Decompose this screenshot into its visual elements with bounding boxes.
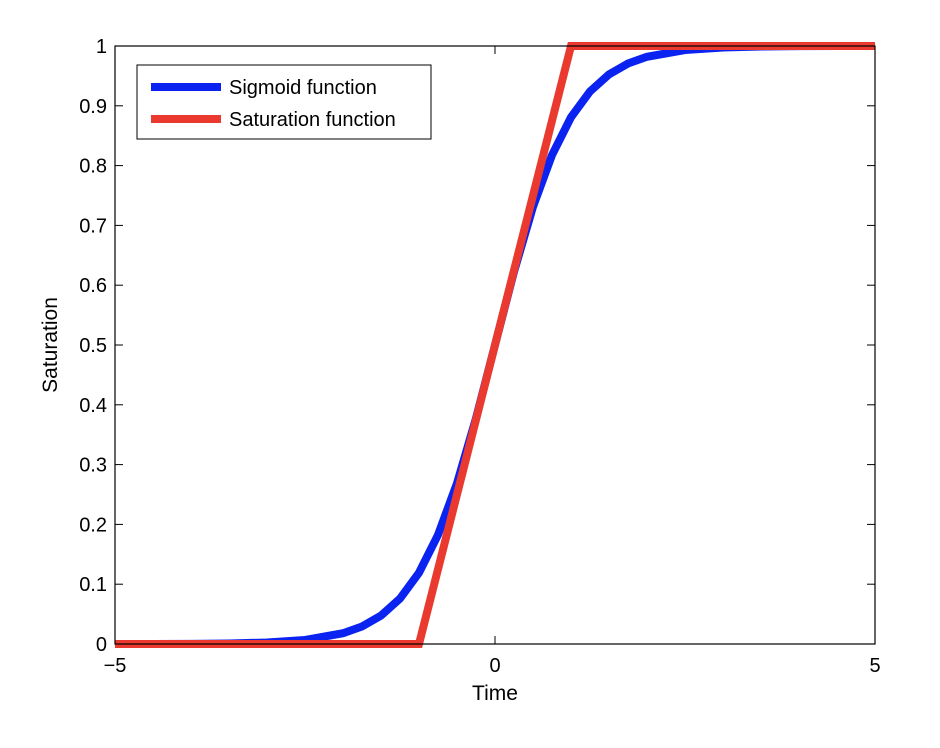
y-tick-label: 0.2 bbox=[79, 514, 107, 536]
legend-label-sigmoid: Sigmoid function bbox=[229, 77, 377, 99]
y-tick-label: 0.9 bbox=[79, 96, 107, 118]
x-axis-label: Time bbox=[472, 682, 518, 705]
legend-label-saturation: Saturation function bbox=[229, 109, 396, 131]
y-tick-label: 0.7 bbox=[79, 215, 107, 237]
y-tick-label: 1 bbox=[96, 36, 107, 58]
y-tick-label: 0.4 bbox=[79, 395, 107, 417]
y-tick-label: 0.8 bbox=[79, 156, 107, 178]
x-tick-label: 0 bbox=[489, 655, 500, 677]
x-tick-label: 5 bbox=[869, 655, 880, 677]
y-tick-label: 0.3 bbox=[79, 455, 107, 477]
tick-layer: 00.10.20.30.40.50.60.70.80.91−5 0 5 bbox=[79, 36, 880, 677]
legend: Sigmoid function Saturation function bbox=[136, 64, 432, 140]
x-tick-label: −5 bbox=[104, 655, 127, 677]
legend-box bbox=[136, 64, 432, 140]
y-tick-label: 0.6 bbox=[79, 275, 107, 297]
y-tick-label: 0.1 bbox=[79, 574, 107, 596]
y-axis-label: Saturation bbox=[39, 297, 62, 393]
y-tick-label: 0.5 bbox=[79, 335, 107, 357]
y-tick-label: 0 bbox=[96, 634, 107, 656]
